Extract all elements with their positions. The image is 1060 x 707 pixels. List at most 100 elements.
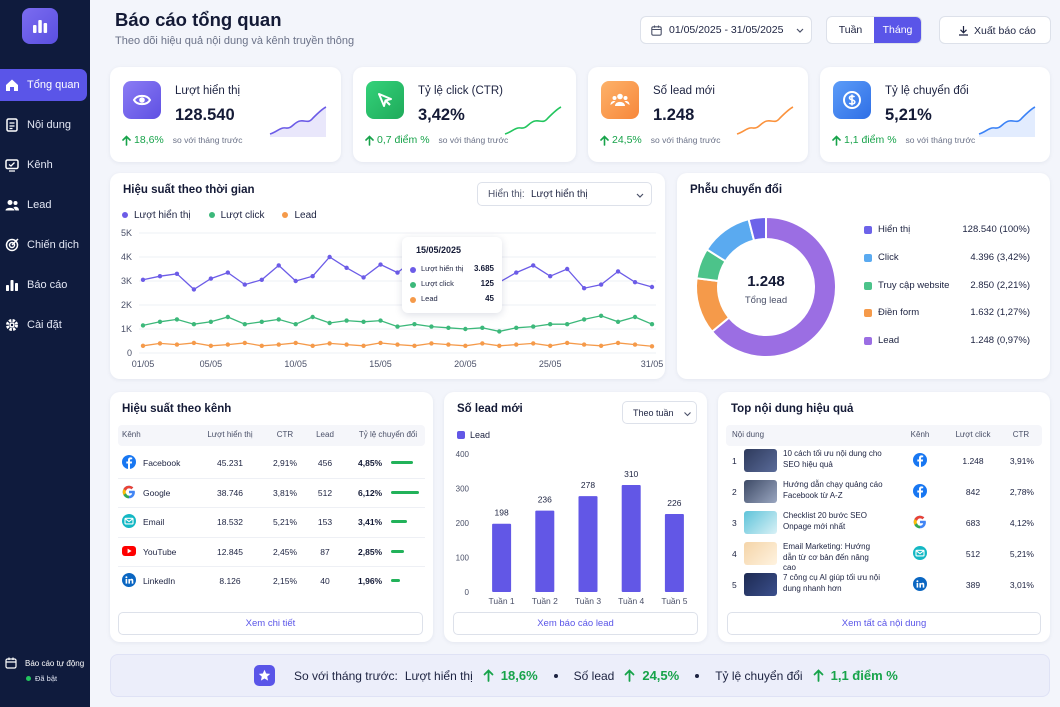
- nav-icon: [5, 238, 19, 252]
- x-tick-label: 05/05: [200, 359, 223, 369]
- nav-item[interactable]: Lead: [0, 189, 87, 221]
- channel-icon-part: [917, 486, 924, 498]
- donut-segment: [705, 217, 756, 263]
- row-divider: [118, 477, 425, 479]
- nav-icon-part: [15, 283, 18, 291]
- kpi-glyph-part: [848, 94, 856, 106]
- content-title: Email Marketing: Hướng dẫn từ cơ bản đến…: [783, 542, 871, 572]
- period-button[interactable]: Tháng: [874, 17, 921, 43]
- thumbnail: [744, 480, 777, 503]
- export-button[interactable]: Xuất báo cáo: [939, 16, 1051, 44]
- channel-icon: [122, 545, 136, 556]
- lead-report-button[interactable]: Xem báo cáo lead: [453, 612, 698, 635]
- sparkline: [736, 106, 794, 135]
- nav-icon: [6, 319, 18, 331]
- legend-swatch: [864, 226, 872, 234]
- legend-label: Lượt hiển thị: [134, 209, 191, 221]
- legend-dot: [282, 212, 289, 218]
- channel-rate: 1,96%: [358, 576, 383, 586]
- data-point: [649, 284, 655, 290]
- date-icon-part: [651, 25, 662, 31]
- data-point: [649, 322, 655, 327]
- kpi-glyph-part: [623, 96, 628, 100]
- star-part: [258, 669, 271, 681]
- data-point: [632, 342, 638, 347]
- data-point: [649, 344, 655, 349]
- filter-dropdown[interactable]: Hiển thị: Lượt hiển thị: [477, 182, 652, 206]
- data-point: [598, 343, 604, 348]
- data-point: [310, 274, 315, 279]
- data-point: [191, 287, 197, 292]
- nav-item[interactable]: Tổng quan: [0, 69, 87, 101]
- channel-icon-part: [914, 515, 925, 521]
- status-dot: [26, 676, 31, 681]
- calendar-icon-part: [6, 657, 16, 663]
- download-icon-part: [959, 26, 968, 36]
- period-toggle: Tuần Tháng: [826, 16, 922, 44]
- data-point: [480, 325, 485, 330]
- nav-icon-part: [10, 323, 14, 327]
- rate-bar: [391, 490, 420, 494]
- channel-icon: [913, 453, 927, 467]
- channel-impressions: 38.746: [217, 487, 243, 498]
- row-divider: [118, 536, 425, 538]
- legend-detail: 2.850 (2,21%): [970, 279, 1030, 291]
- nav-item[interactable]: Cài đặt: [0, 309, 87, 341]
- period-dropdown[interactable]: Theo tuần: [622, 401, 697, 424]
- nav-item[interactable]: Kênh: [0, 149, 87, 181]
- view-details-button[interactable]: Xem chi tiết: [118, 612, 423, 635]
- data-point: [564, 266, 570, 272]
- nav-icon: [6, 118, 18, 132]
- download-icon: [959, 26, 968, 36]
- data-point: [191, 322, 197, 327]
- data-point: [598, 282, 604, 287]
- period-button[interactable]: Tuần: [838, 24, 863, 36]
- nav-item[interactable]: Báo cáo: [0, 269, 87, 301]
- table-header: Kênh: [122, 430, 141, 439]
- data-point: [344, 265, 349, 270]
- data-point: [412, 343, 417, 348]
- summary-item-change: 1,1 điểm %: [830, 668, 898, 683]
- kpi-value: 128.540: [175, 106, 235, 124]
- rate-bar: [391, 579, 401, 582]
- data-point: [632, 280, 638, 285]
- data-point: [259, 277, 264, 282]
- nav-icon-part: [6, 319, 18, 331]
- view-all-button[interactable]: Xem tất cả nội dung: [727, 612, 1041, 635]
- channel-icon-part: [122, 488, 126, 495]
- chart-title: Phễu chuyển đổi: [690, 184, 783, 196]
- kpi-compare: so với tháng trước: [650, 135, 721, 145]
- channel-ctr: 3,81%: [272, 487, 298, 498]
- content-ctr: 3,91%: [1009, 456, 1034, 466]
- channel-icon-part: [124, 518, 134, 523]
- nav-item[interactable]: Nội dung: [0, 109, 87, 141]
- nav-label: Nội dung: [27, 119, 72, 131]
- data-point: [395, 324, 400, 329]
- nav-icon-part: [13, 201, 18, 205]
- channel-icon-part: [128, 578, 134, 584]
- x-tick-label: Tuần 1: [489, 596, 515, 606]
- data-point: [531, 341, 536, 346]
- data-point: [157, 341, 163, 346]
- data-point: [208, 319, 214, 324]
- nav-icon-part: [6, 118, 18, 132]
- logo-icon-part: [38, 20, 42, 33]
- kpi-glyph: [378, 93, 392, 107]
- x-tick-label: Tuần 4: [618, 596, 644, 606]
- data-point: [310, 314, 315, 320]
- content-title: Hướng dẫn chạy quảng cáo Facebook từ A-Z: [783, 480, 883, 500]
- rate-bar: [391, 520, 407, 523]
- up-arrow: [122, 134, 131, 146]
- summary-row: So với tháng trước: Lượt hiển thị 18,6% Số …: [294, 655, 1034, 696]
- data-point: [581, 317, 587, 322]
- kpi-icon: [123, 81, 161, 119]
- date-picker[interactable]: 01/05/2025 - 31/05/2025: [640, 16, 812, 44]
- thumbnail: [744, 511, 777, 534]
- summary-label: So với tháng trước:: [294, 668, 398, 683]
- legend-item: Lead: [282, 210, 317, 221]
- nav-item[interactable]: Chiến dịch: [0, 229, 87, 261]
- kpi-glyph: [610, 93, 630, 106]
- kpi-compare: so với tháng trước: [438, 135, 509, 145]
- up-arrow: [365, 134, 374, 146]
- chevron-part: [796, 28, 804, 33]
